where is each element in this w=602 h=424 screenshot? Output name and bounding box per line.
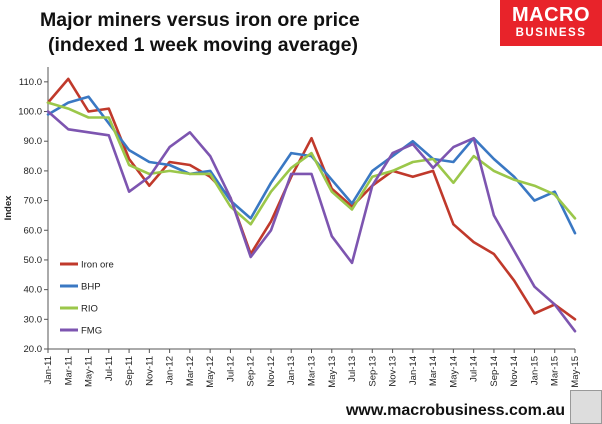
- y-tick-label: 20.0: [24, 344, 43, 355]
- y-tick-label: 50.0: [24, 255, 43, 266]
- chart-title-line-2: (indexed 1 week moving average): [48, 34, 358, 56]
- chart-title: Major miners versus iron ore price (inde…: [40, 8, 500, 58]
- website-url[interactable]: www.macrobusiness.com.au: [345, 402, 565, 419]
- y-tick-label: 90.0: [24, 136, 43, 147]
- x-tick-label: Nov-13: [388, 356, 399, 387]
- x-tick-label: Mar-12: [185, 356, 196, 386]
- y-tick-label: 100.0: [18, 107, 42, 118]
- y-tick-label: 60.0: [24, 225, 43, 236]
- x-tick-label: May-12: [205, 356, 216, 388]
- y-tick-label: 80.0: [24, 166, 43, 177]
- macrobusiness-logo: MACRO BUSINESS: [500, 0, 602, 46]
- x-tick-label: Jan-11: [43, 356, 54, 384]
- x-tick-label: Mar-14: [428, 356, 439, 386]
- x-tick-label: May-11: [84, 356, 95, 387]
- chart-title-line-1: Major miners versus iron ore price: [40, 9, 360, 31]
- legend-label-fmg: FMG: [81, 326, 102, 337]
- x-tick-label: Jul-14: [469, 356, 480, 382]
- x-tick-label: Jan-15: [529, 356, 540, 385]
- logo-text-macro: MACRO: [511, 4, 591, 26]
- x-tick-label: Sep-11: [124, 356, 135, 386]
- series-line-iron-ore: [46, 77, 577, 321]
- x-tick-label: Nov-12: [266, 356, 277, 387]
- wolf-logo-icon: [570, 390, 602, 424]
- x-tick-label: Jul-11: [104, 356, 115, 381]
- x-tick-label: Jan-13: [286, 356, 297, 385]
- x-tick-label: Mar-15: [550, 356, 561, 386]
- y-tick-label: 70.0: [24, 196, 43, 207]
- x-tick-label: Mar-11: [63, 356, 74, 385]
- legend-label-iron-ore: Iron ore: [81, 260, 114, 271]
- x-tick-label: Jan-14: [408, 356, 419, 385]
- x-tick-label: Jul-12: [225, 356, 236, 382]
- x-tick-label: Sep-12: [246, 356, 257, 387]
- y-tick-label: 110.0: [19, 77, 42, 88]
- x-tick-label: Nov-11: [144, 356, 155, 386]
- x-tick-label: May-13: [327, 356, 338, 388]
- series-line-rio: [46, 101, 577, 226]
- x-tick-label: May-14: [448, 356, 459, 388]
- x-tick-label: Jul-13: [347, 356, 358, 382]
- series-line-bhp: [46, 95, 577, 235]
- x-tick-label: May-15: [570, 356, 581, 388]
- legend-label-bhp: BHP: [81, 282, 101, 293]
- series-line-fmg: [46, 110, 577, 333]
- y-axis-label: Index: [3, 195, 14, 221]
- x-tick-label: Sep-13: [367, 356, 378, 387]
- x-tick-label: Jan-12: [165, 356, 176, 385]
- legend-label-rio: RIO: [81, 304, 98, 315]
- logo-text-business: BUSINESS: [515, 27, 587, 39]
- x-tick-label: Nov-14: [509, 356, 520, 387]
- x-tick-label: Mar-13: [307, 356, 318, 386]
- x-tick-label: Sep-14: [489, 356, 500, 387]
- y-tick-label: 30.0: [24, 314, 43, 325]
- y-tick-label: 40.0: [24, 285, 43, 296]
